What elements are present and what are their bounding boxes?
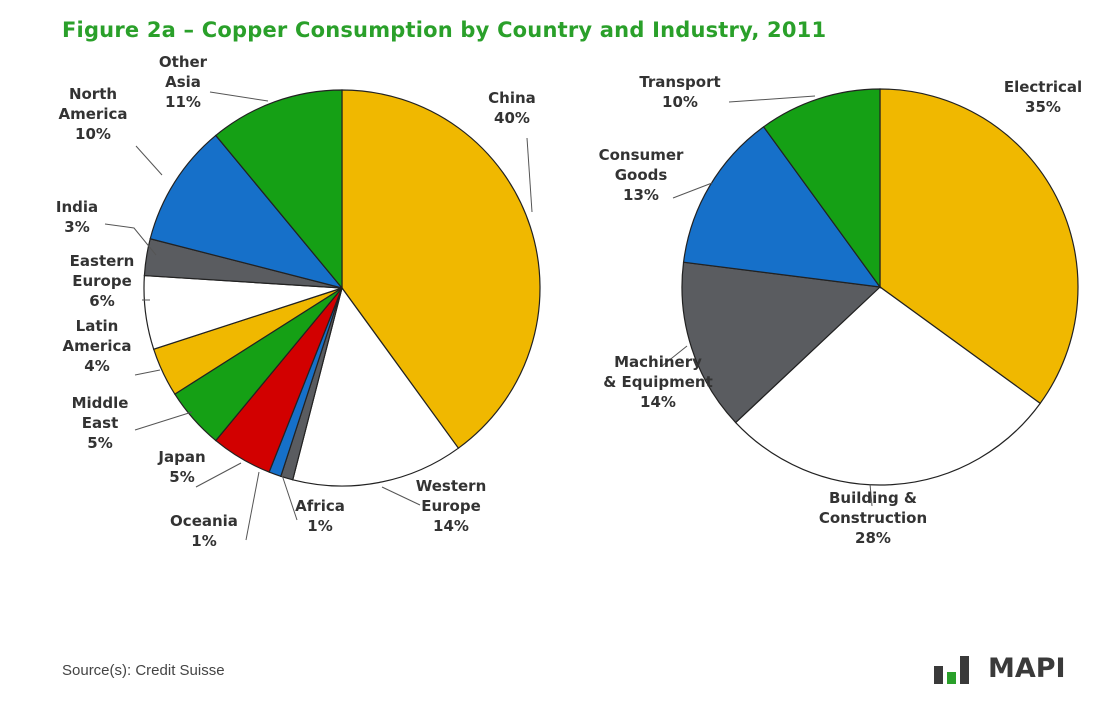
pie-slice-0-9 — [149, 134, 344, 290]
slice-label-1-1: Building & Construction 28% — [819, 489, 927, 547]
leader-line-0-3 — [245, 471, 260, 541]
leader-line-0-5 — [134, 411, 193, 431]
leader-line-1-1 — [869, 483, 873, 507]
industry-pie: Electrical 35% Building & Construction 28% Ma… — [599, 73, 1083, 547]
slice-label-0-10: Other Asia 11% — [159, 53, 208, 111]
leader-line-0-6 — [134, 369, 161, 376]
slice-label-0-3: Oceania 1% — [170, 512, 238, 550]
pie-slice-1-1 — [734, 286, 1042, 486]
pie-slice-0-1 — [292, 286, 460, 487]
leader-line-0-8 — [104, 223, 157, 256]
slice-label-0-6: Latin America 4% — [63, 317, 132, 375]
leader-line-0-0 — [526, 137, 533, 213]
slice-label-1-2: Machinery & Equipment 14% — [603, 353, 713, 411]
slice-label-0-7: Eastern Europe 6% — [70, 252, 135, 310]
chart-title: Figure 2a – Copper Consumption by Countr… — [62, 18, 827, 42]
pie-slice-1-2 — [681, 261, 882, 424]
leader-line-0-10 — [209, 91, 269, 102]
logo-text: MAPI — [988, 653, 1066, 684]
slice-label-1-4: Transport 10% — [639, 73, 720, 111]
pie-slice-1-0 — [879, 88, 1079, 405]
slice-label-1-3: Consumer Goods 13% — [599, 146, 684, 204]
slice-label-1-0: Electrical 35% — [1004, 78, 1082, 116]
source-note: Source(s): Credit Suisse — [62, 662, 225, 679]
leader-line-0-4 — [195, 462, 242, 488]
leader-line-0-1 — [381, 486, 421, 506]
slice-label-0-5: Middle East 5% — [72, 394, 129, 452]
logo-bars-icon — [934, 656, 969, 684]
leader-line-0-2 — [281, 474, 298, 521]
slice-label-0-0: China 40% — [488, 89, 536, 127]
pie-slice-1-3 — [682, 125, 882, 288]
mapi-logo: MAPI — [934, 654, 1066, 684]
slice-label-0-2: Africa 1% — [295, 497, 345, 535]
leader-line-0-9 — [135, 145, 163, 176]
leader-line-1-4 — [728, 95, 816, 103]
leader-line-1-3 — [672, 182, 713, 199]
slice-label-0-4: Japan 5% — [157, 448, 205, 486]
slice-label-0-8: India 3% — [56, 198, 98, 236]
leader-line-1-2 — [661, 345, 688, 367]
pie-slice-0-0 — [341, 89, 541, 450]
pie-slice-1-4 — [762, 88, 881, 289]
country-pie: China 40% Western Europe 14% Africa 1% Oceania 1… — [56, 53, 541, 550]
slice-label-0-9: North America 10% — [59, 85, 128, 143]
pie-slice-0-10 — [214, 89, 343, 290]
slice-label-0-1: Western Europe 14% — [416, 477, 487, 535]
